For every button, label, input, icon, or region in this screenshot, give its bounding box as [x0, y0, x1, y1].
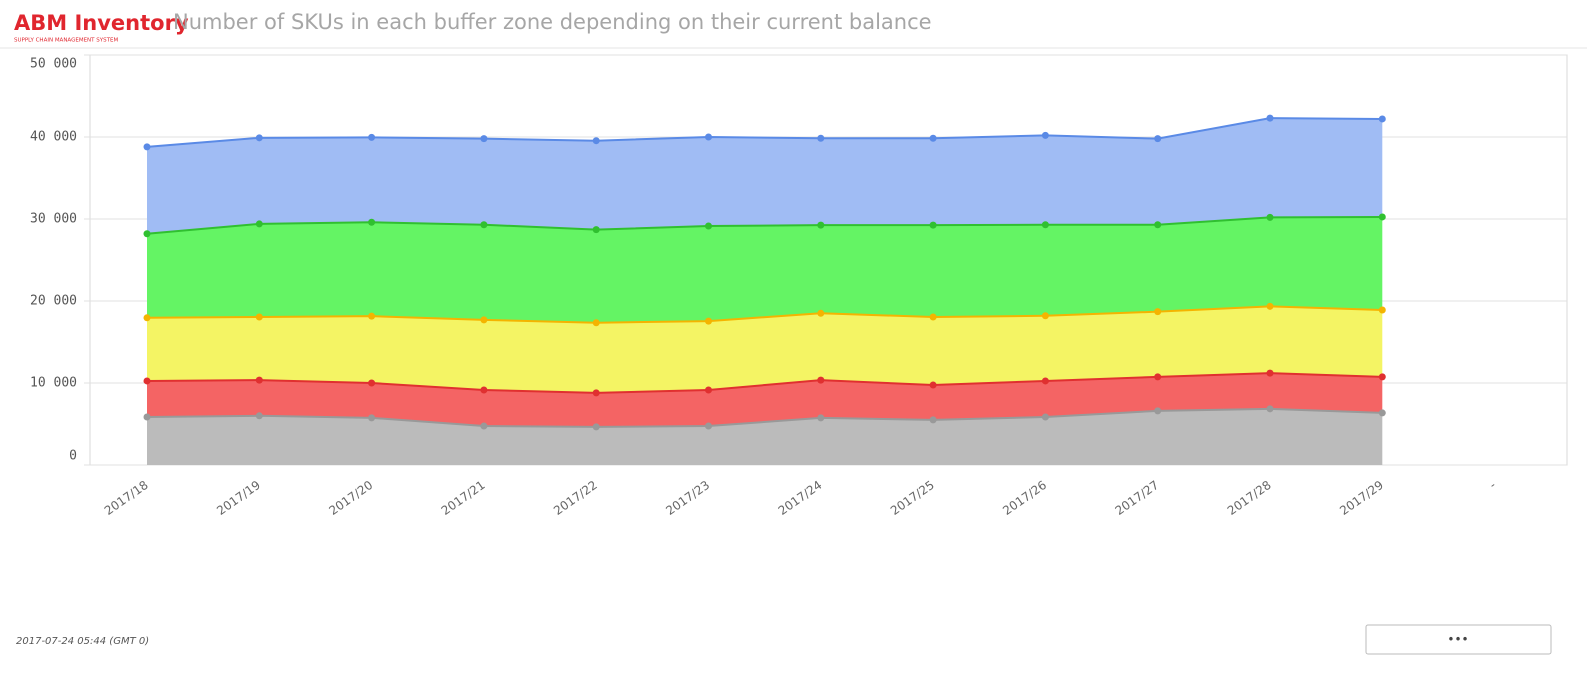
point — [592, 137, 600, 145]
point — [705, 133, 712, 141]
point — [1154, 407, 1162, 415]
point — [143, 314, 151, 322]
point — [817, 376, 825, 384]
point — [592, 389, 600, 397]
point — [368, 312, 376, 320]
point — [143, 230, 151, 238]
point — [929, 381, 937, 389]
area-line — [146, 305, 1383, 324]
point — [1154, 308, 1162, 316]
point — [1154, 135, 1162, 143]
point — [255, 376, 263, 384]
logo: ABM Inventory — [14, 11, 189, 35]
point — [480, 135, 488, 143]
y-tick-label: 10 000 — [30, 376, 77, 391]
area — [147, 306, 1383, 393]
point — [480, 386, 488, 394]
point — [368, 133, 376, 141]
point — [1154, 221, 1162, 229]
point — [143, 413, 151, 421]
area-line — [146, 407, 1383, 428]
area — [147, 118, 1383, 234]
area-line — [146, 372, 1383, 394]
point — [929, 221, 937, 229]
point — [143, 143, 151, 151]
point — [1041, 377, 1049, 385]
point — [592, 423, 600, 431]
point — [1378, 306, 1386, 314]
point — [368, 379, 376, 387]
x-tick-label: 2017/29 — [1337, 478, 1386, 518]
x-tick-label: 2017/25 — [888, 478, 937, 518]
point — [705, 386, 712, 394]
point — [1266, 405, 1274, 413]
menu-button[interactable] — [1365, 624, 1552, 655]
point — [368, 218, 376, 226]
y-tick-label: 20 000 — [30, 294, 77, 309]
point — [705, 422, 712, 430]
point — [929, 313, 937, 321]
menu-button-label[interactable]: ••• — [1447, 633, 1468, 647]
point — [1378, 409, 1386, 417]
point — [255, 313, 263, 321]
chart-title: Number of SKUs in each buffer zone depen… — [173, 10, 932, 34]
x-tick-label: 2017/19 — [214, 478, 263, 518]
x-tick-label: 2017/28 — [1225, 478, 1274, 518]
point — [255, 134, 263, 142]
point — [1041, 312, 1049, 320]
point — [1266, 369, 1274, 377]
y-tick-label: 40 000 — [30, 130, 77, 145]
point — [255, 220, 263, 228]
point — [1378, 213, 1386, 221]
point — [705, 317, 712, 325]
point — [1378, 373, 1386, 381]
point — [480, 221, 488, 229]
point — [1266, 213, 1274, 221]
point — [817, 414, 825, 422]
point — [592, 319, 600, 327]
area — [147, 373, 1383, 427]
point — [1266, 302, 1274, 310]
x-tick-label: 2017/18 — [102, 478, 151, 518]
point — [705, 222, 712, 230]
point — [1041, 221, 1049, 229]
point — [480, 316, 488, 324]
point — [255, 412, 263, 420]
point — [1041, 413, 1049, 421]
point — [817, 134, 825, 142]
area-line — [146, 117, 1383, 148]
point — [1041, 131, 1049, 139]
x-tick-label: 2017/23 — [663, 478, 712, 518]
timestamp: 2017-07-24 05:44 (GMT 0) — [16, 636, 149, 647]
x-tick-label: 2017/21 — [439, 478, 488, 518]
y-tick-label: 0 — [69, 449, 77, 464]
x-tick-label: 2017/22 — [551, 478, 600, 518]
point — [817, 309, 825, 317]
point — [929, 134, 937, 142]
x-tick-label: 2017/24 — [776, 478, 825, 518]
point — [480, 422, 488, 430]
point — [1154, 373, 1162, 381]
area — [147, 408, 1383, 465]
point — [368, 414, 376, 422]
area — [147, 216, 1383, 323]
area-line — [146, 215, 1383, 235]
point — [1378, 115, 1386, 123]
x-tick-label: 2017/27 — [1113, 478, 1162, 518]
point — [143, 377, 151, 385]
point — [1266, 114, 1274, 122]
y-tick-label: 50 000 — [30, 57, 77, 72]
logo-subtitle: SUPPLY CHAIN MANAGEMENT SYSTEM — [14, 38, 118, 44]
point — [929, 416, 937, 424]
x-tick-label: 2017/26 — [1000, 478, 1049, 518]
point — [592, 226, 600, 234]
y-tick-label: 30 000 — [30, 212, 77, 227]
x-tick-label: 2017/20 — [326, 478, 375, 518]
point — [817, 221, 825, 229]
x-tick-label: - — [1487, 478, 1499, 492]
